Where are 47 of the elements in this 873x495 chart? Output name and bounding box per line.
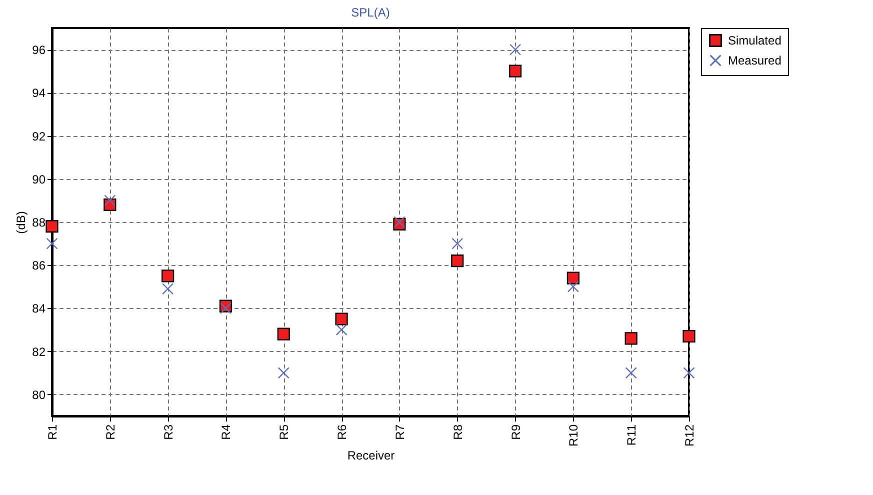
point	[451, 254, 464, 268]
legend-label: Simulated	[728, 34, 782, 48]
point	[508, 64, 522, 78]
x-tick-label: R12	[682, 424, 696, 447]
y-tick-label: 84	[32, 302, 46, 316]
point	[509, 44, 522, 56]
y-tick-label: 88	[32, 216, 46, 230]
point	[220, 302, 232, 314]
point	[336, 324, 348, 336]
x-tick-label: R5	[277, 424, 292, 440]
point	[162, 283, 174, 295]
x-tick-label: R3	[161, 424, 176, 440]
y-tick-label: 92	[32, 129, 46, 144]
x-tick-label: R10	[566, 424, 581, 447]
y-tick-label: 86	[32, 258, 46, 273]
y-axis-title: (dB)	[14, 211, 28, 234]
point	[46, 238, 58, 250]
chart-title: SPL(A)	[351, 6, 390, 20]
point	[335, 312, 348, 326]
x-tick-label: R2	[103, 424, 118, 440]
y-tick-label: 90	[32, 172, 46, 186]
x-tick-label: R6	[335, 424, 350, 440]
y-tick-label: 80	[32, 388, 46, 402]
legend-label: Measured	[728, 54, 782, 68]
x-tick-label: R7	[392, 424, 407, 440]
point	[625, 367, 637, 379]
x-tick-label: R9	[508, 424, 523, 440]
point	[278, 367, 290, 379]
point	[394, 216, 406, 228]
x-tick-label: R1	[46, 424, 60, 440]
point	[624, 332, 638, 345]
point	[104, 194, 116, 206]
point	[682, 330, 696, 343]
x-tick-label: R8	[450, 424, 465, 440]
point	[46, 220, 58, 233]
y-tick-label: 94	[32, 86, 46, 100]
y-tick-label: 96	[32, 43, 46, 58]
x-tick-label: R11	[624, 424, 639, 446]
point	[452, 238, 464, 250]
point	[566, 272, 580, 284]
point	[683, 367, 695, 379]
point	[567, 280, 579, 292]
y-tick-label: 82	[32, 344, 46, 359]
point	[277, 328, 290, 340]
point	[162, 270, 174, 282]
x-axis-title: Receiver	[347, 448, 395, 463]
x-tick-label: R4	[219, 424, 234, 440]
